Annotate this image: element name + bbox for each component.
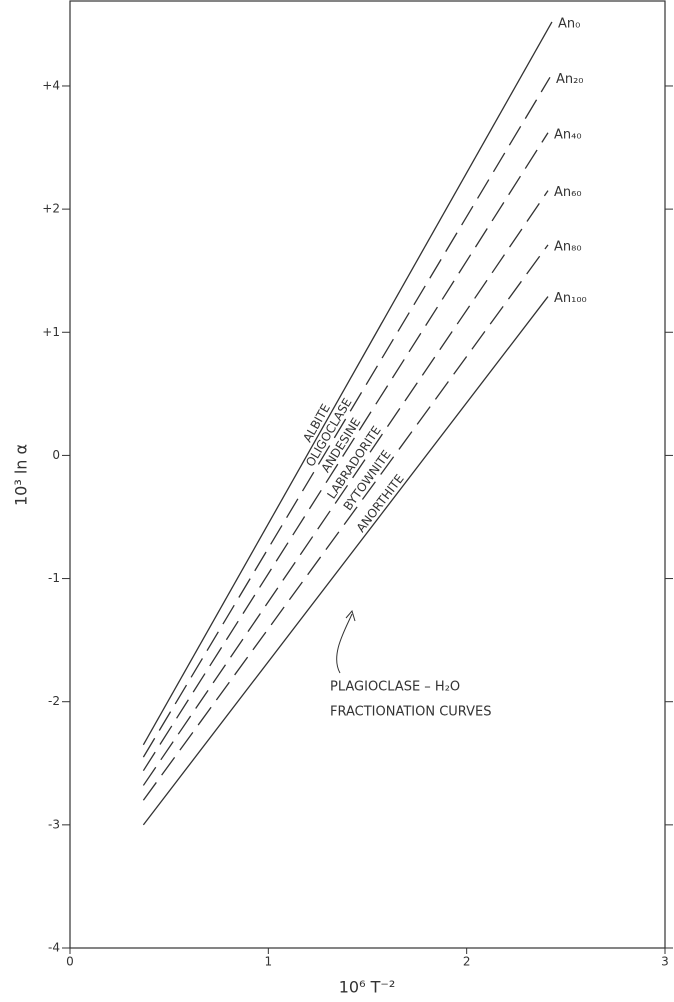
plot-frame (69, 0, 666, 949)
line (142, 77, 551, 758)
legend-label: An₄₀ (554, 127, 582, 142)
line (142, 296, 549, 826)
legend-label: An₁₀₀ (554, 291, 587, 306)
legend-label: An₈₀ (554, 239, 582, 254)
y-tick-label: +4 (42, 78, 60, 92)
x-tick-label: 0 (66, 955, 74, 969)
annotation: FRACTIONATION CURVES (330, 705, 491, 720)
line (142, 21, 553, 746)
legend-label: An₀ (558, 16, 580, 31)
line (142, 190, 549, 786)
legend-label: An₂₀ (556, 72, 584, 87)
y-axis-label: 10³ ln α (12, 444, 31, 506)
y-tick-label: +1 (42, 325, 60, 339)
x-tick-label: 3 (661, 955, 669, 969)
x-tick-label: 1 (265, 955, 273, 969)
y-tick-label: 0 (52, 448, 60, 462)
annotation: PLAGIOCLASE – H₂O (330, 680, 460, 695)
line (142, 132, 549, 772)
x-tick-label: 2 (463, 955, 471, 969)
legend-label: An₆₀ (554, 185, 582, 200)
annotation-arrowhead (345, 609, 356, 622)
y-tick-label: -4 (48, 941, 60, 955)
y-tick-label: -1 (48, 571, 60, 585)
x-axis-label: 10⁶ T⁻² (339, 978, 396, 997)
y-tick-label: -3 (48, 817, 60, 831)
y-tick-label: -2 (48, 694, 60, 708)
y-tick-label: +2 (42, 202, 60, 216)
annotation-arrow (336, 613, 353, 674)
line (142, 244, 549, 801)
